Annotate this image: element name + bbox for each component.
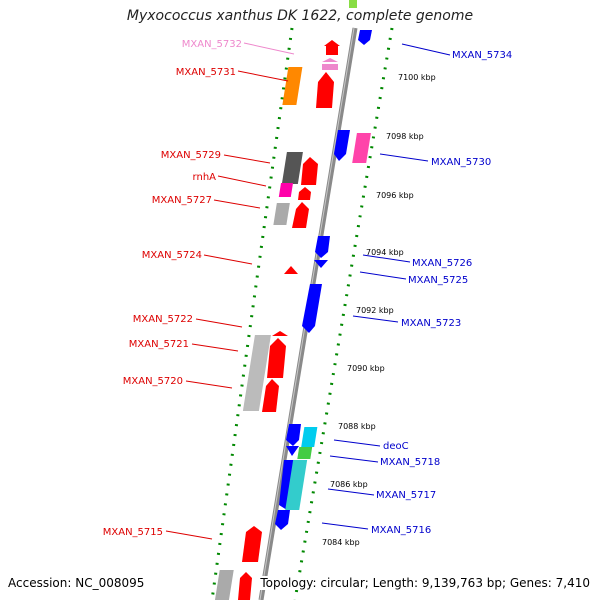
tick-label: 7098 kbp <box>386 132 424 141</box>
gene-label[interactable]: MXAN_5718 <box>380 457 440 468</box>
gene-block-mxan-5731-orange[interactable] <box>282 67 303 105</box>
gene-label[interactable]: deoC <box>383 441 409 452</box>
forward-labels: MXAN_5732 MXAN_5731 MXAN_5729 rnhA MXAN_… <box>103 39 242 538</box>
gene-label[interactable]: MXAN_5730 <box>431 157 491 168</box>
tick-label: 7100 kbp <box>398 73 436 82</box>
gene-arrow-mxan-5716[interactable] <box>275 510 290 530</box>
gene-arrow-mxan-5724[interactable] <box>284 266 298 274</box>
gene-label[interactable]: MXAN_5729 <box>161 150 221 161</box>
gene-arrow-mxan-5721[interactable] <box>267 338 286 378</box>
gene-arrow-mxan-5722[interactable] <box>272 331 288 336</box>
forward-features <box>214 40 340 600</box>
tick-label: 7092 kbp <box>356 306 394 315</box>
reverse-labels: MXAN_5734 MXAN_5730 MXAN_5726 MXAN_5725 … <box>371 50 512 536</box>
left-dotted-guide <box>210 27 294 600</box>
gene-block-deoc-cyan[interactable] <box>301 427 318 447</box>
gene-label[interactable]: MXAN_5715 <box>103 527 163 538</box>
tick-label: 7094 kbp <box>366 248 404 257</box>
gene-arrow-mxan-5727[interactable] <box>292 202 309 228</box>
gene-label[interactable]: MXAN_5720 <box>123 376 183 387</box>
gene-label[interactable]: MXAN_5734 <box>452 50 512 61</box>
tick-label: 7084 kbp <box>322 538 360 547</box>
gene-label[interactable]: MXAN_5726 <box>412 258 472 269</box>
label-connectors <box>165 42 451 540</box>
reverse-features <box>275 0 372 530</box>
gene-arrow-mxan-5718[interactable] <box>286 446 299 456</box>
gene-label[interactable]: MXAN_5716 <box>371 525 431 536</box>
gene-label[interactable]: MXAN_5725 <box>408 275 468 286</box>
map-title: Myxococcus xanthus DK 1622, complete gen… <box>126 8 474 24</box>
gene-block-rnha-magenta[interactable] <box>278 183 294 197</box>
gene-label[interactable]: MXAN_5731 <box>176 67 236 78</box>
gene-label[interactable]: rnhA <box>193 172 217 183</box>
gene-arrow-mxan-5732-head[interactable] <box>324 40 340 55</box>
gene-block-mxan-5730-magenta[interactable] <box>352 133 371 163</box>
gene-arrow-mxan-5732[interactable] <box>322 58 338 70</box>
gene-block-mxan-5721-gray[interactable] <box>242 335 271 411</box>
tick-label: 7096 kbp <box>376 191 414 200</box>
gene-arrow-mxan-5723[interactable] <box>302 284 322 333</box>
scale-ticks: 7100 kbp 7098 kbp 7096 kbp 7094 kbp 7092… <box>322 73 436 547</box>
gene-block-mxan-5729-gray[interactable] <box>281 152 303 184</box>
gene-label[interactable]: MXAN_5721 <box>129 339 189 350</box>
gene-label[interactable]: MXAN_5724 <box>142 250 202 261</box>
gene-arrow-bottom[interactable] <box>238 572 252 600</box>
gene-block-mxan-5718-green[interactable] <box>297 447 313 459</box>
gene-arrow-mxan-5715[interactable] <box>242 526 262 562</box>
gene-arrow-mxan-5731[interactable] <box>316 72 334 108</box>
tick-label: 7090 kbp <box>347 364 385 373</box>
gene-block-bottom-gray[interactable] <box>214 570 234 600</box>
topology-text: Topology: circular; Length: 9,139,763 bp… <box>258 576 590 590</box>
gene-label[interactable]: MXAN_5717 <box>376 490 436 501</box>
gene-block-top-green[interactable] <box>349 0 357 8</box>
gene-arrow-mxan-5734[interactable] <box>358 30 372 45</box>
accession-text: Accession: NC_008095 <box>8 576 145 590</box>
gene-arrow-deoc[interactable] <box>286 424 301 446</box>
gene-block-mxan-5717-cyan[interactable] <box>285 460 308 510</box>
gene-arrow-mxan-5726[interactable] <box>315 236 330 258</box>
tick-label: 7086 kbp <box>330 480 368 489</box>
gene-arrow-mxan-5720[interactable] <box>262 379 279 412</box>
gene-label[interactable]: MXAN_5727 <box>152 195 212 206</box>
tick-label: 7088 kbp <box>338 422 376 431</box>
gene-label[interactable]: MXAN_5723 <box>401 318 461 329</box>
right-dotted-guide <box>293 27 394 600</box>
gene-arrow-mxan-5729[interactable] <box>301 157 318 185</box>
gene-arrow-rnha[interactable] <box>298 187 311 200</box>
gene-arrow-mxan-5725[interactable] <box>314 260 328 268</box>
gene-label[interactable]: MXAN_5732 <box>182 39 242 50</box>
gene-label[interactable]: MXAN_5722 <box>133 314 193 325</box>
gene-arrow-mxan-5730[interactable] <box>334 130 350 161</box>
gene-block-mxan-5727-gray[interactable] <box>273 203 290 225</box>
